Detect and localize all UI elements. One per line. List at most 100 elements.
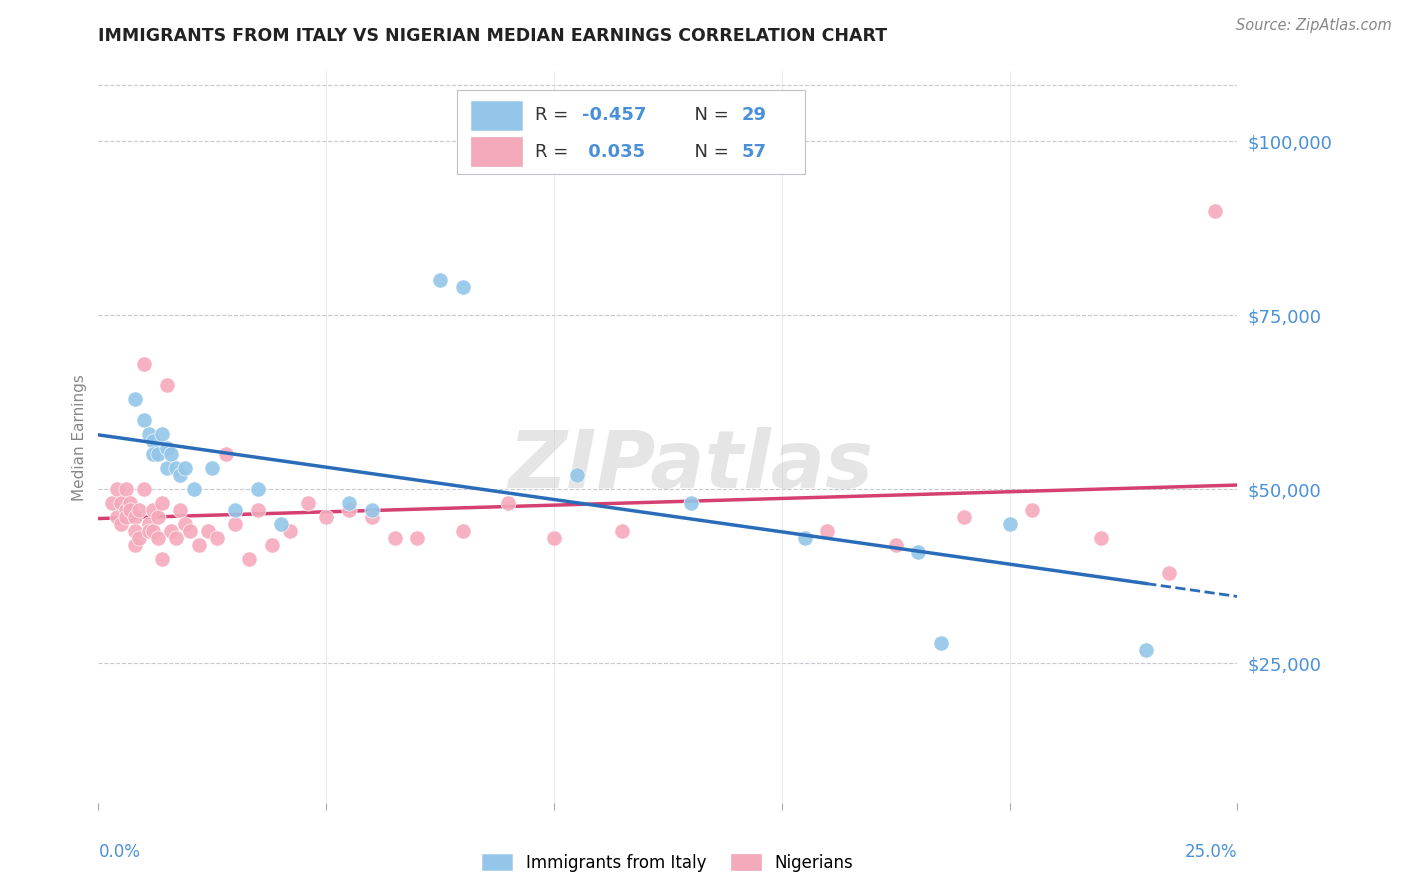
Y-axis label: Median Earnings: Median Earnings [72,374,87,500]
Point [183,483,205,497]
Point [146,448,169,462]
Point [114,503,136,517]
Point [451,280,474,294]
Point [201,461,224,475]
Text: R =: R = [534,143,574,161]
Point [224,517,246,532]
Point [124,510,146,524]
Point [110,517,132,532]
Point [260,538,283,552]
Point [142,434,165,448]
Point [146,510,169,524]
Point [907,545,929,559]
Point [174,517,197,532]
Point [815,524,838,538]
Point [612,524,634,538]
Point [165,531,187,545]
Point [138,426,160,441]
Point [120,496,142,510]
Point [429,273,451,287]
Legend: Immigrants from Italy, Nigerians: Immigrants from Italy, Nigerians [475,847,860,879]
Point [169,503,191,517]
Point [105,510,128,524]
Point [1204,203,1226,218]
Point [384,531,406,545]
Point [138,517,160,532]
Point [160,524,183,538]
Text: N =: N = [683,106,734,124]
FancyBboxPatch shape [457,90,804,174]
Point [1135,642,1157,657]
Point [132,357,155,371]
Point [150,426,173,441]
Point [793,531,815,545]
Point [187,538,209,552]
Point [150,552,173,566]
FancyBboxPatch shape [471,137,522,167]
Text: R =: R = [534,106,574,124]
Point [998,517,1021,532]
Point [132,483,155,497]
Point [128,503,150,517]
Point [884,538,907,552]
Point [224,503,246,517]
Point [1090,531,1112,545]
Point [179,524,201,538]
Point [360,503,382,517]
Point [246,503,269,517]
Point [498,496,520,510]
Point [156,377,179,392]
Point [197,524,219,538]
Point [679,496,702,510]
Point [124,524,146,538]
Point [146,531,169,545]
Point [337,496,360,510]
Point [169,468,191,483]
Point [160,448,183,462]
Point [406,531,429,545]
Point [270,517,292,532]
Point [315,510,337,524]
Point [110,496,132,510]
Point [120,503,142,517]
Point [953,510,976,524]
Point [360,510,382,524]
Text: 0.0%: 0.0% [98,843,141,861]
Point [215,448,238,462]
Point [156,441,179,455]
Point [451,524,474,538]
Point [142,448,165,462]
Point [205,531,228,545]
Point [114,510,136,524]
Text: 0.035: 0.035 [582,143,645,161]
Text: 57: 57 [742,143,766,161]
Point [337,503,360,517]
Point [114,483,136,497]
Point [132,412,155,426]
Point [124,392,146,406]
Point [1157,566,1180,580]
Point [142,524,165,538]
Point [1021,503,1043,517]
Point [174,461,197,475]
Text: ZIPatlas: ZIPatlas [508,427,873,506]
Text: N =: N = [683,143,734,161]
Point [565,468,588,483]
Point [929,635,952,649]
Point [156,461,179,475]
Point [101,496,124,510]
Point [138,524,160,538]
Text: 25.0%: 25.0% [1185,843,1237,861]
Point [543,531,565,545]
Text: 29: 29 [742,106,766,124]
Point [297,496,319,510]
Point [238,552,260,566]
Point [278,524,301,538]
Point [105,483,128,497]
Point [165,461,187,475]
Point [246,483,269,497]
Text: -0.457: -0.457 [582,106,647,124]
Point [124,538,146,552]
Point [150,496,173,510]
Point [142,503,165,517]
